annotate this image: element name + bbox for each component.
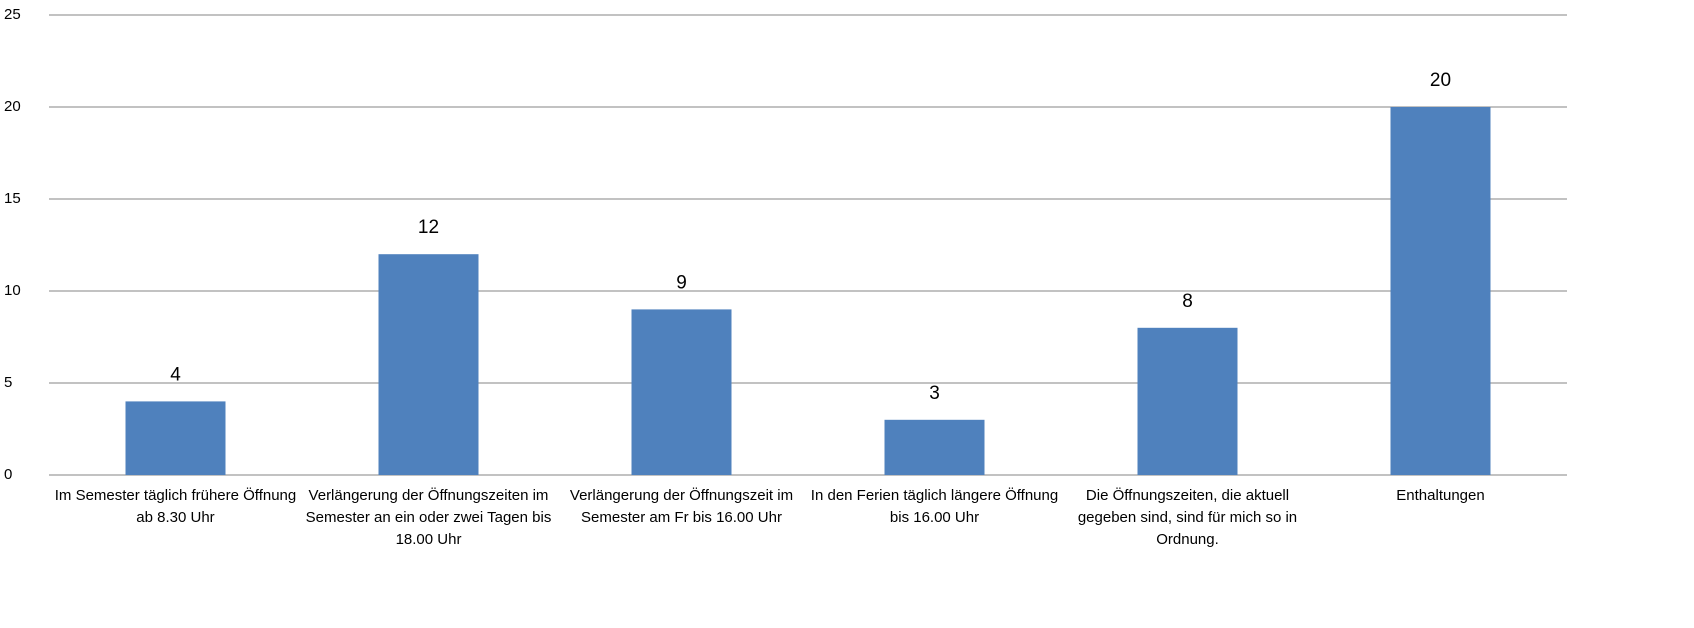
- bar: [884, 419, 985, 475]
- y-tick-label: 10: [4, 282, 21, 299]
- value-label: 9: [676, 272, 687, 293]
- y-tick-label: 5: [4, 374, 12, 391]
- x-tick-label: Verlängerung der Öffnungszeiten im Semes…: [305, 487, 552, 548]
- bar: [378, 254, 479, 475]
- y-tick-label: 15: [4, 190, 21, 207]
- bar: [1390, 107, 1491, 475]
- x-tick-label: Die Öffnungszeiten, die aktuell gegeben …: [1077, 487, 1298, 548]
- x-tick-label: In den Ferien täglich längere Öffnung bi…: [810, 487, 1059, 526]
- y-tick-label: 25: [4, 6, 21, 23]
- value-label: 3: [929, 383, 940, 404]
- bar: [631, 309, 732, 475]
- value-label: 4: [170, 364, 181, 385]
- value-label: 20: [1430, 70, 1451, 91]
- x-tick-label: Verlängerung der Öffnungszeit im Semeste…: [569, 487, 794, 526]
- bar: [1137, 327, 1238, 475]
- x-tick-label: Enthaltungen: [1396, 487, 1485, 504]
- y-tick-label: 20: [4, 98, 21, 115]
- value-label: 8: [1182, 291, 1193, 312]
- y-tick-label: 0: [4, 466, 12, 483]
- bar: [125, 401, 226, 475]
- value-label: 12: [418, 217, 439, 238]
- x-tick-label: Im Semester täglich frühere Öffnung ab 8…: [54, 487, 297, 526]
